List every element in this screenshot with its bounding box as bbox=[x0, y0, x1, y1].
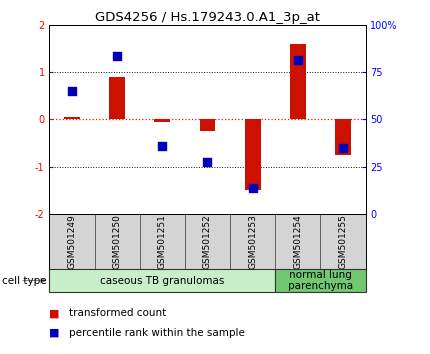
Point bbox=[69, 88, 76, 94]
Bar bbox=[64, 116, 80, 119]
Bar bbox=[140, 214, 185, 269]
Point bbox=[249, 185, 256, 191]
Bar bbox=[275, 269, 366, 292]
Text: normal lung
parenchyma: normal lung parenchyma bbox=[288, 270, 353, 291]
Bar bbox=[245, 119, 261, 190]
Bar bbox=[49, 269, 275, 292]
Text: transformed count: transformed count bbox=[69, 308, 166, 318]
Bar bbox=[230, 214, 275, 269]
Text: GSM501250: GSM501250 bbox=[113, 214, 122, 269]
Bar bbox=[200, 119, 215, 131]
Bar bbox=[154, 119, 170, 122]
Text: ■: ■ bbox=[49, 308, 60, 318]
Point bbox=[339, 145, 346, 151]
Text: GSM501249: GSM501249 bbox=[68, 214, 77, 269]
Bar bbox=[320, 214, 366, 269]
Text: percentile rank within the sample: percentile rank within the sample bbox=[69, 328, 245, 338]
Text: ■: ■ bbox=[49, 328, 60, 338]
Text: GSM501252: GSM501252 bbox=[203, 214, 212, 269]
Point bbox=[159, 143, 166, 148]
Bar bbox=[275, 214, 320, 269]
Bar bbox=[109, 77, 125, 119]
Text: GSM501251: GSM501251 bbox=[158, 214, 167, 269]
Bar bbox=[49, 214, 95, 269]
Text: GSM501253: GSM501253 bbox=[248, 214, 257, 269]
Text: GSM501254: GSM501254 bbox=[293, 214, 302, 269]
Point bbox=[204, 159, 211, 165]
Title: GDS4256 / Hs.179243.0.A1_3p_at: GDS4256 / Hs.179243.0.A1_3p_at bbox=[95, 11, 320, 24]
Text: GSM501255: GSM501255 bbox=[338, 214, 347, 269]
Text: caseous TB granulomas: caseous TB granulomas bbox=[100, 275, 224, 286]
Bar bbox=[185, 214, 230, 269]
Point bbox=[294, 57, 301, 63]
Bar bbox=[335, 119, 351, 155]
Point bbox=[114, 53, 120, 58]
Bar bbox=[95, 214, 140, 269]
Text: cell type: cell type bbox=[2, 275, 47, 286]
Bar bbox=[290, 44, 306, 119]
